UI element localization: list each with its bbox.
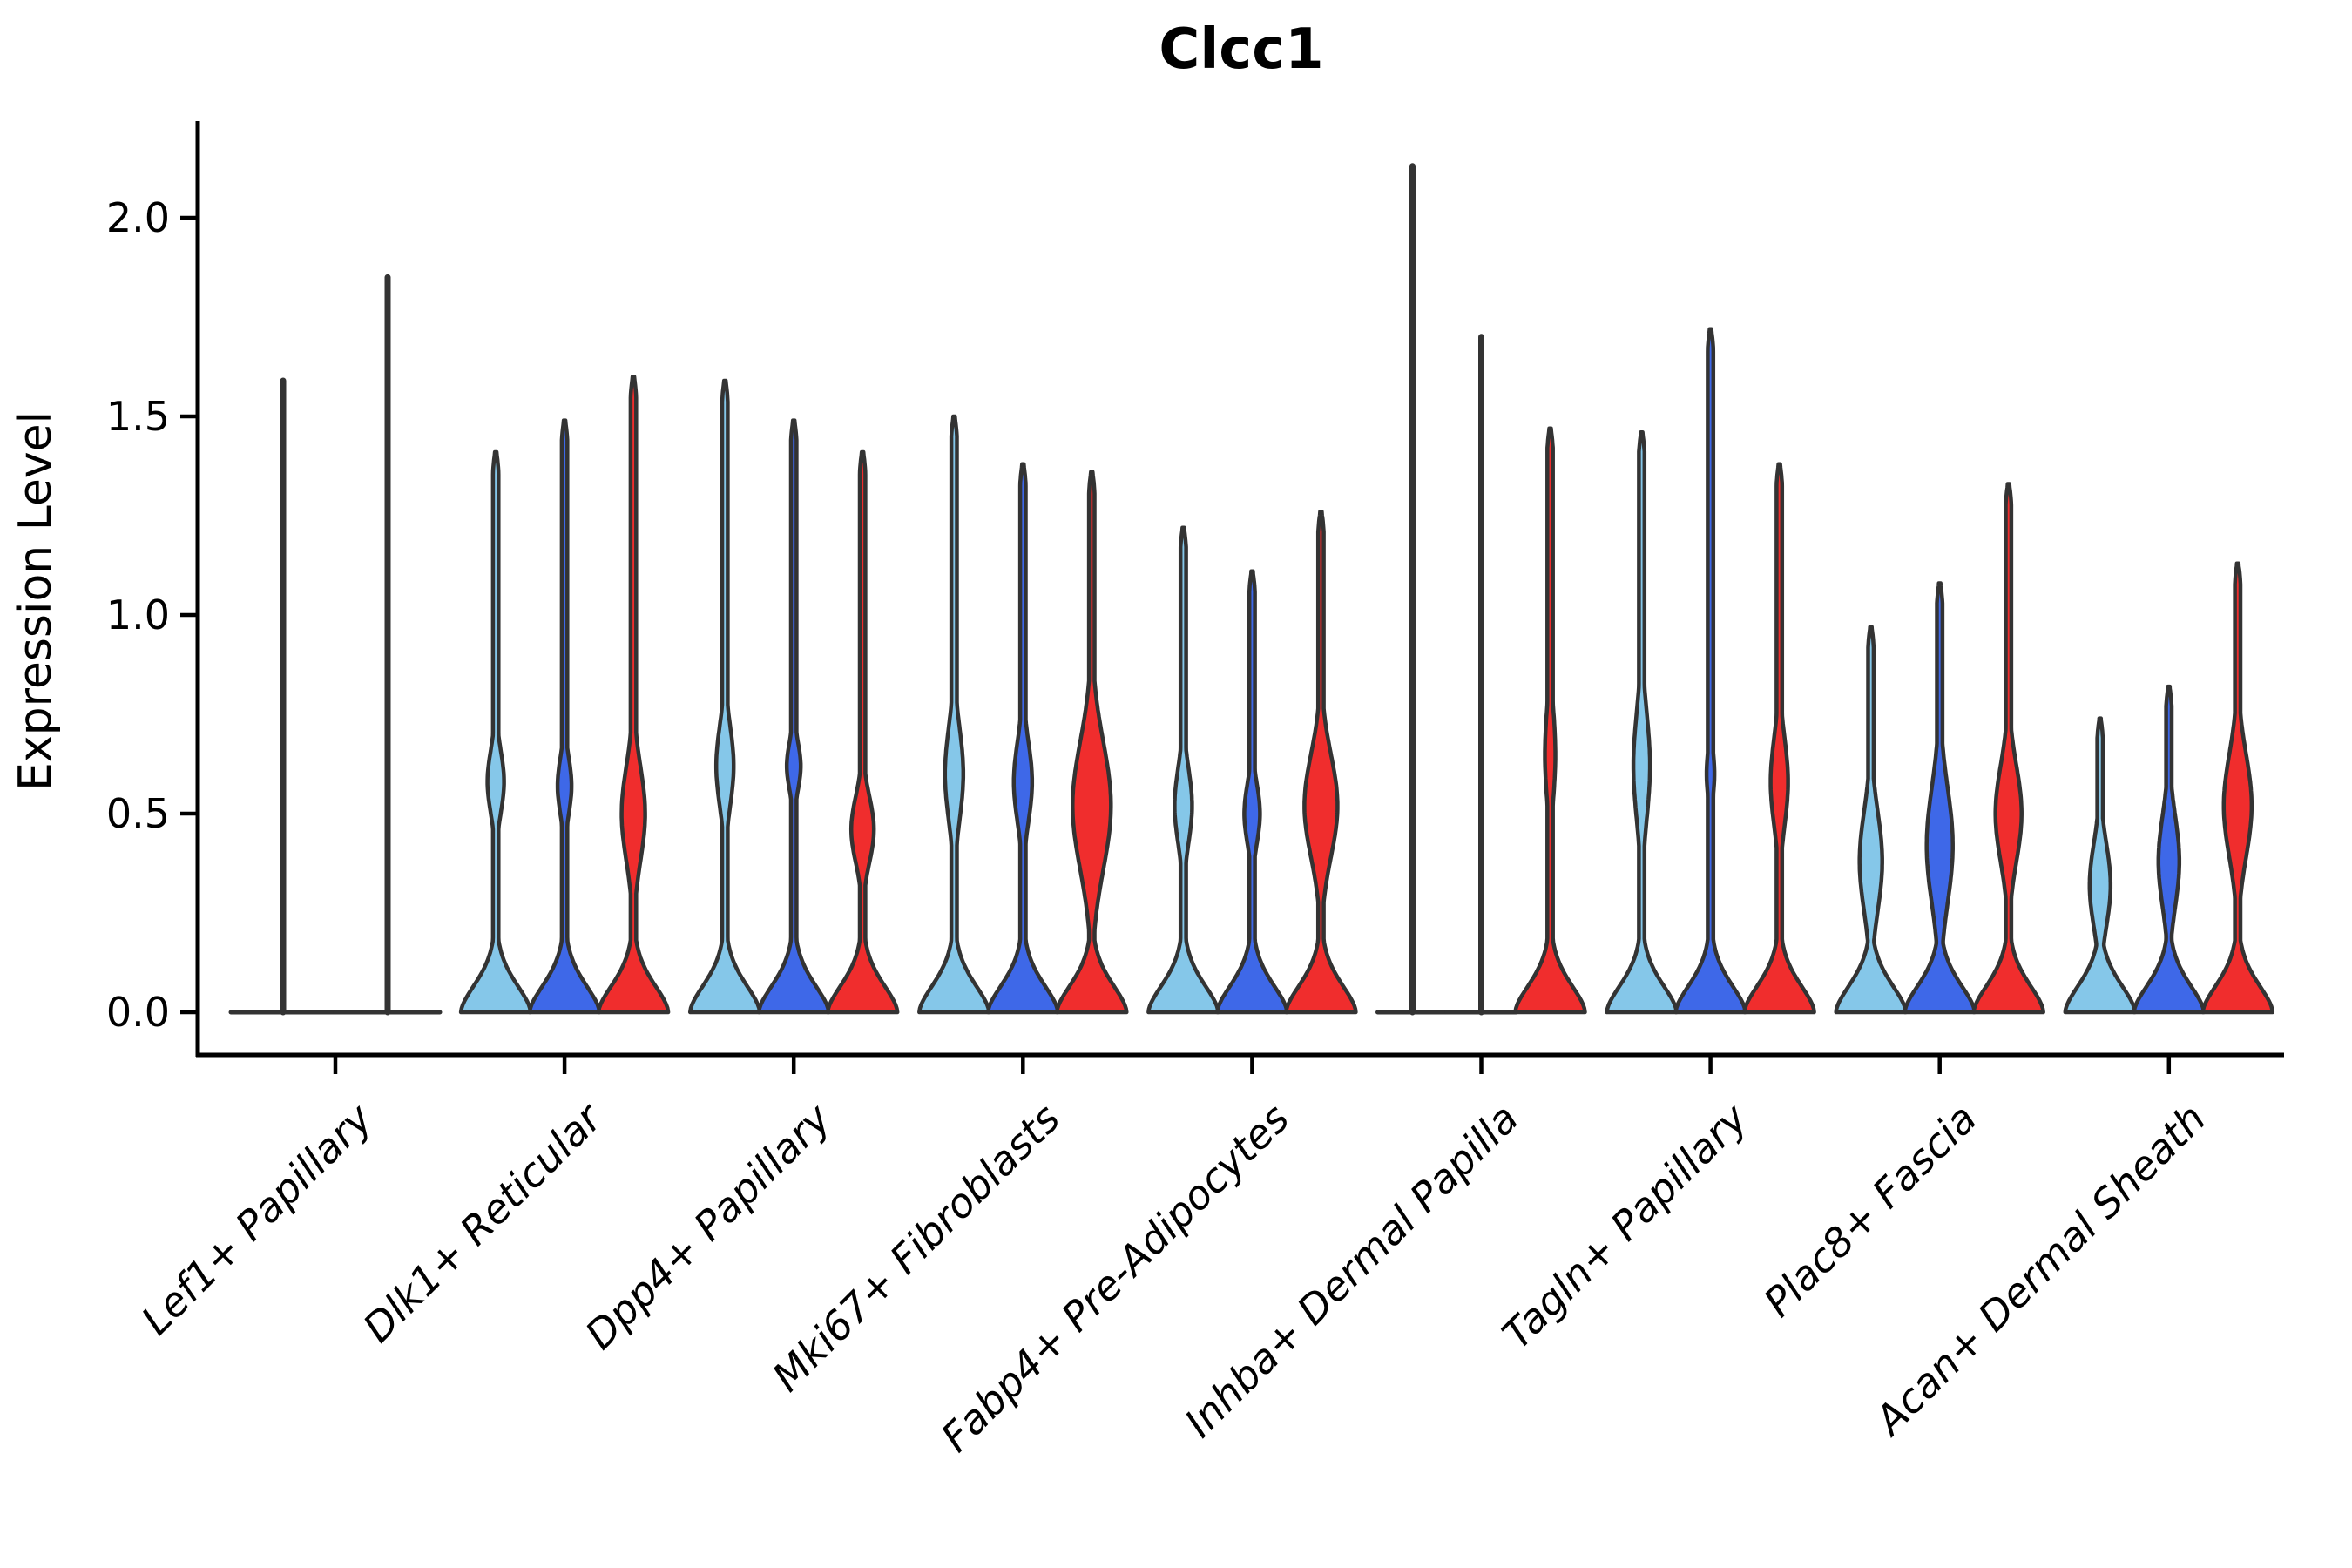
y-tick-label: 1.5 — [106, 393, 170, 440]
violin — [1673, 327, 1747, 1015]
violin — [527, 418, 602, 1015]
y-axis-label: Expression Level — [10, 411, 62, 791]
violin — [1971, 482, 2045, 1015]
y-tick-label: 0.5 — [106, 790, 170, 837]
violin — [1146, 525, 1220, 1015]
violin — [1834, 625, 1908, 1015]
violin — [687, 378, 762, 1015]
chart-title: Clcc1 — [1159, 17, 1323, 82]
y-tick-label: 0.0 — [106, 989, 170, 1036]
violin — [1055, 470, 1129, 1015]
violin — [1284, 510, 1358, 1015]
violin — [1903, 581, 1977, 1015]
x-tick-label: Lef1+ Papillary — [132, 1094, 382, 1343]
violin — [2063, 716, 2138, 1015]
violin — [825, 449, 900, 1015]
y-tick-label: 2.0 — [106, 194, 170, 241]
x-tick-label: Dpp4+ Papillary — [576, 1094, 840, 1358]
x-tick-label: Dlk1+ Reticular — [354, 1092, 612, 1351]
x-tick-label: Tagln+ Papillary — [1493, 1094, 1757, 1358]
violin — [2200, 561, 2275, 1015]
violin — [596, 375, 671, 1015]
violin — [1742, 462, 1816, 1015]
x-tick-label: Plac8+ Fascia — [1754, 1095, 1985, 1326]
violin — [1513, 426, 1587, 1015]
y-tick-label: 1.0 — [106, 591, 170, 639]
violin — [986, 462, 1060, 1015]
violin — [756, 418, 831, 1015]
violin — [1605, 429, 1679, 1015]
violin — [1215, 569, 1289, 1015]
violin — [2132, 684, 2207, 1015]
violin — [458, 449, 533, 1015]
violin — [917, 414, 991, 1015]
